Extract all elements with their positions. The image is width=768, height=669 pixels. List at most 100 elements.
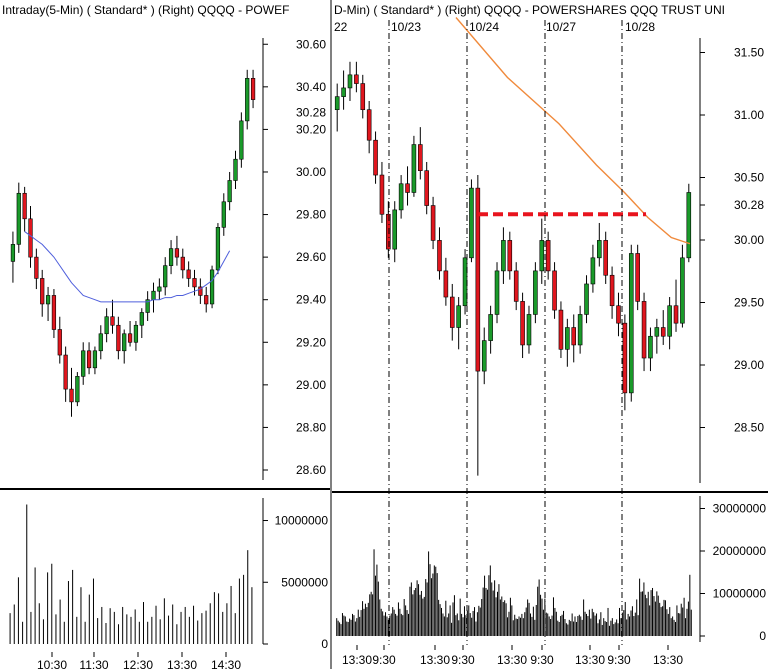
right-candle-down	[418, 144, 423, 171]
left-y-label: 28.60	[296, 463, 326, 477]
left-candle-up	[215, 227, 221, 271]
right-x-label: 13:30	[653, 653, 683, 667]
left-candle-down	[110, 316, 115, 326]
left-candle-down	[69, 388, 74, 403]
right-x-label: 13:30	[342, 653, 372, 667]
left-x-label: 13:30	[167, 658, 197, 669]
left-candle-up	[233, 158, 238, 181]
right-candle-down	[622, 322, 628, 394]
right-header-bg	[332, 0, 768, 20]
left-candle-up	[92, 350, 98, 369]
left-candle-up	[245, 78, 250, 122]
left-candle-down	[198, 286, 203, 296]
left-candle-up	[75, 376, 80, 403]
left-candle-up	[139, 312, 144, 326]
right-x-label: 13:30	[420, 653, 450, 667]
left-x-label: 14:30	[211, 658, 241, 669]
left-candle-down	[250, 78, 256, 100]
right-candle-up	[462, 257, 468, 307]
right-candle-up	[392, 209, 398, 250]
left-candle-up	[10, 244, 16, 262]
right-candle-up	[334, 96, 340, 111]
left-y-label: 30.00	[296, 165, 326, 179]
left-y-label: 28.80	[296, 420, 326, 434]
right-candle-up	[597, 240, 602, 259]
left-candle-up	[133, 324, 139, 343]
right-candle-down	[437, 240, 442, 272]
right-candle-down	[513, 270, 519, 302]
right-y-label: 30.28	[734, 198, 764, 212]
left-candle-up	[227, 180, 232, 203]
right-candle-down	[635, 253, 640, 302]
right-candle-up	[481, 340, 487, 372]
right-ma-line	[455, 17, 691, 245]
left-candle-up	[239, 120, 244, 160]
right-y-label: 31.00	[734, 108, 764, 122]
left-candle-down	[204, 295, 209, 305]
left-ma-line	[24, 231, 231, 303]
left-volume-label: 10000000	[275, 514, 329, 528]
right-candle-down	[360, 83, 366, 111]
date-label: 10/24	[469, 20, 499, 34]
left-candle-down	[192, 278, 197, 288]
right-x-label: 13:30	[497, 653, 527, 667]
left-candle-down	[22, 192, 27, 220]
right-candle-up	[488, 314, 493, 341]
right-candle-up	[411, 144, 417, 193]
right-candle-up	[654, 327, 660, 337]
right-candle-up	[456, 305, 461, 328]
right-candle-up	[494, 270, 500, 315]
right-x-label: 9:30	[530, 653, 554, 667]
right-candle-down	[449, 296, 455, 328]
date-label: 10/27	[546, 20, 576, 34]
right-candle-up	[565, 327, 570, 350]
left-candle-up	[151, 290, 156, 301]
right-y-label: 31.50	[734, 46, 764, 60]
left-y-label: 29.40	[296, 293, 326, 307]
right-candle-up	[680, 257, 685, 324]
left-x-label: 11:30	[79, 658, 108, 669]
right-candle-up	[577, 314, 583, 346]
right-volume-label: 30000000	[713, 502, 767, 516]
right-candle-up	[686, 192, 692, 259]
right-y-label: 30.50	[734, 171, 764, 185]
right-candle-up	[398, 183, 404, 211]
left-candle-down	[28, 218, 33, 258]
left-candle-up	[168, 248, 174, 266]
left-volume-label: 0	[321, 637, 328, 651]
right-volume-label: 0	[759, 629, 766, 643]
left-candle-down	[86, 350, 92, 369]
right-candle-down	[660, 327, 666, 337]
right-candle-down	[507, 240, 513, 272]
right-chart-title: D-Min) ( Standard* ) (Right) QQQQ - POWE…	[334, 3, 725, 17]
right-candle-down	[354, 74, 359, 84]
left-y-label: 30.20	[296, 122, 326, 136]
left-y-label: 29.20	[296, 335, 326, 349]
right-candle-down	[386, 213, 391, 250]
date-label: 10/28	[625, 20, 655, 34]
right-candle-down	[405, 183, 410, 193]
right-candle-down	[571, 327, 577, 346]
right-candle-up	[584, 283, 589, 315]
left-candle-up	[16, 192, 21, 245]
left-candle-down	[51, 295, 57, 330]
left-candle-down	[40, 278, 45, 305]
left-candle-up	[145, 299, 150, 313]
left-candle-up	[209, 269, 215, 305]
right-x-label: 9:30	[607, 653, 631, 667]
right-volume-label: 20000000	[713, 544, 767, 558]
right-candle-down	[366, 109, 372, 141]
left-chart-title: Intraday(5-Min) ( Standard* ) (Right) QQ…	[2, 3, 289, 17]
left-y-label: 30.60	[296, 37, 326, 51]
right-x-label: 9:30	[372, 653, 396, 667]
right-y-label: 28.50	[734, 421, 764, 435]
right-candle-down	[430, 205, 436, 241]
left-candle-up	[163, 265, 168, 288]
left-candle-up	[45, 295, 51, 305]
right-candle-down	[641, 301, 647, 359]
left-candle-up	[104, 316, 109, 335]
right-candle-down	[673, 305, 679, 324]
left-candle-up	[122, 333, 127, 352]
right-candle-down	[520, 301, 525, 346]
